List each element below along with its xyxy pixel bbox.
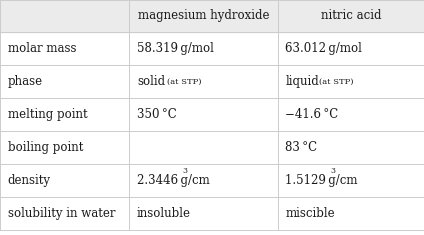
Text: (at STP): (at STP) [167, 77, 202, 85]
Text: −41.6 °C: −41.6 °C [285, 108, 339, 121]
Text: 3: 3 [182, 167, 187, 175]
Text: insoluble: insoluble [137, 207, 191, 220]
Text: 350 °C: 350 °C [137, 108, 177, 121]
Text: melting point: melting point [8, 108, 87, 121]
Text: boiling point: boiling point [8, 141, 83, 154]
Text: 2.3446 g/cm: 2.3446 g/cm [137, 174, 210, 187]
Text: 3: 3 [331, 167, 336, 175]
Text: nitric acid: nitric acid [321, 9, 381, 22]
Text: density: density [8, 174, 50, 187]
Text: phase: phase [8, 75, 43, 88]
Text: 83 °C: 83 °C [285, 141, 318, 154]
Text: 63.012 g/mol: 63.012 g/mol [285, 42, 362, 55]
Text: (at STP): (at STP) [319, 77, 354, 85]
Text: magnesium hydroxide: magnesium hydroxide [138, 9, 269, 22]
Text: 1.5129 g/cm: 1.5129 g/cm [285, 174, 358, 187]
Text: 58.319 g/mol: 58.319 g/mol [137, 42, 214, 55]
Text: molar mass: molar mass [8, 42, 76, 55]
Text: solid: solid [137, 75, 165, 88]
Text: liquid: liquid [285, 75, 319, 88]
Text: miscible: miscible [285, 207, 335, 220]
Text: solubility in water: solubility in water [8, 207, 115, 220]
Bar [0, 0, 424, 32]
